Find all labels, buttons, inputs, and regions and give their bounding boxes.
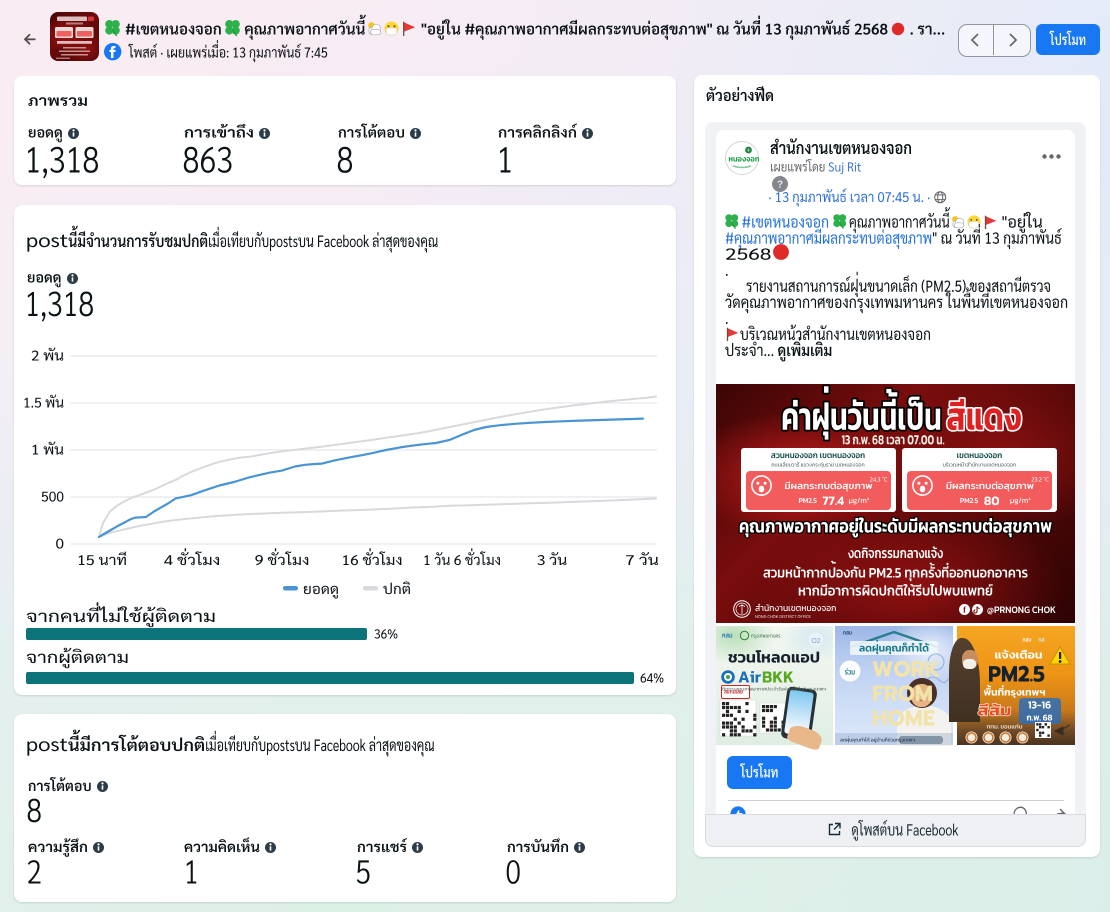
svg-text:?: ? — [777, 179, 783, 190]
svg-text:f: f — [963, 605, 966, 615]
svg-text:O2: O2 — [811, 638, 820, 645]
